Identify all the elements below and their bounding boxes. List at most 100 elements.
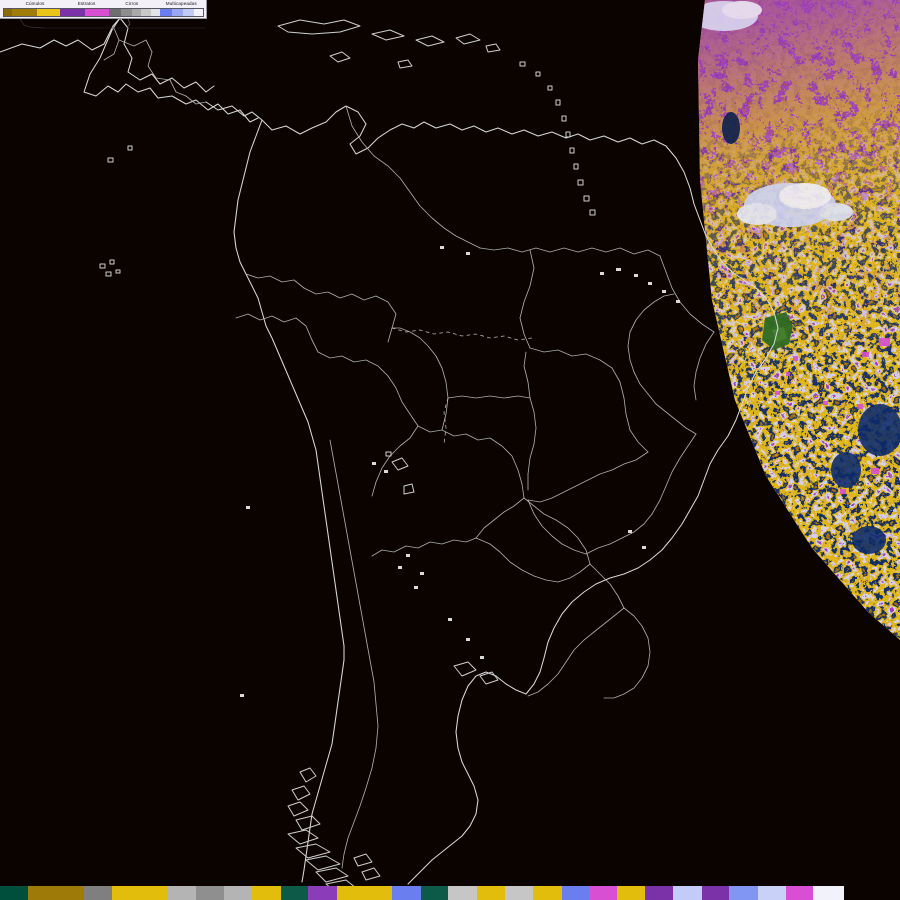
coastline-colombia-venezuela <box>262 106 666 154</box>
swath-bright-cluster-north <box>698 1 762 31</box>
legend-label-1: Estratos <box>77 1 96 6</box>
legend-swatch-estratos-violet <box>59 9 85 16</box>
falkland-islands <box>453 661 499 685</box>
legend-swatch-cumulos-yellow <box>37 9 60 16</box>
border-peru-brazil <box>318 352 418 426</box>
border-argentina-uruguay <box>528 608 624 696</box>
ribbon-cell-yellow-1 <box>111 886 141 900</box>
ribbon-cell-blue-2 <box>561 886 589 900</box>
ribbon-cell-ltgray-2 <box>224 886 252 900</box>
ribbon-cell-teal-2 <box>280 886 308 900</box>
legend-label-row: Cúmulos Estratos Cirros Multicapeadas <box>0 0 206 8</box>
legend-swatch-multi-light-blue <box>171 9 184 16</box>
border-brazil-state-9 <box>694 332 714 400</box>
border-brazil-state-6 <box>586 514 652 554</box>
legend-swatch-cumulos-gold <box>11 9 38 16</box>
border-uruguay-brazil <box>604 608 650 698</box>
ribbon-cell-blue-1 <box>392 886 422 900</box>
legend-swatch-cirros-gray <box>120 9 132 16</box>
legend-color-ramp <box>3 8 204 17</box>
ribbon-cell-yellow-7 <box>532 886 562 900</box>
border-brazil-state-11 <box>448 396 530 398</box>
ribbon-cell-yellow-2 <box>140 886 168 900</box>
coastline-panama <box>206 102 262 120</box>
legend-swatch-estratos-magenta <box>84 9 110 16</box>
ribbon-cell-yellow-5 <box>364 886 393 900</box>
legend-swatch-cirros-near-white <box>150 9 161 16</box>
border-guyana-brazil <box>660 256 714 332</box>
ribbon-cell-blue-3 <box>728 886 758 900</box>
ribbon-cell-yellow-6 <box>476 886 505 900</box>
border-mexico-guatemala <box>104 26 119 60</box>
border-ecuador-peru <box>236 314 318 352</box>
border-brazil-state-5 <box>528 500 586 554</box>
coastline-guianas <box>666 146 766 298</box>
border-brazil-state-1 <box>520 250 534 348</box>
border-brazil-state-3 <box>612 368 648 452</box>
legend-swatch-cirros-pale-gray <box>141 9 151 16</box>
coastline-uruguay-argentina <box>408 672 526 884</box>
border-guatemala-honduras <box>119 40 152 52</box>
ribbon-cell-magenta-1 <box>588 886 618 900</box>
border-nicaragua-costarica <box>170 80 186 96</box>
legend-label-2: Cirros <box>125 1 139 6</box>
border-argentina-brazil <box>590 564 624 608</box>
border-brazil-state-4 <box>528 452 648 502</box>
ribbon-cell-ltgray-3 <box>448 886 477 900</box>
ribbon-cell-magenta-2 <box>785 886 814 900</box>
andean-lakes <box>385 451 415 495</box>
ribbon-cell-violet-2 <box>645 886 674 900</box>
border-colombia-venezuela <box>346 106 480 248</box>
legend-swatch-cirros-dark-gray <box>109 9 121 16</box>
border-chile-argentina <box>330 440 378 868</box>
border-brazil-amazon-dashed <box>391 327 533 445</box>
border-brazil-state-7 <box>652 434 696 514</box>
swath-magenta-flecks <box>775 338 890 494</box>
swath-navy-gaps <box>722 112 900 554</box>
ribbon-cell-gold-1 <box>27 886 57 900</box>
border-costarica-panama <box>186 96 206 104</box>
border-brazil-state-12 <box>524 352 530 398</box>
coastline-mexico <box>0 18 214 92</box>
coastal-highlight-pixels <box>240 246 680 697</box>
ribbon-cell-yellow-4 <box>336 886 365 900</box>
border-bolivia-paraguay <box>476 498 524 538</box>
border-colombia-peru-brazil <box>304 288 396 342</box>
legend-leader-lines <box>19 19 206 29</box>
legend-swatch-multi-lavender <box>183 9 194 16</box>
border-bolivia-brazil <box>418 426 524 498</box>
galapagos-islands <box>99 259 121 277</box>
ribbon-cell-yellow-3 <box>251 886 281 900</box>
caribbean-islands <box>107 19 596 216</box>
swath-bright-cluster <box>737 183 853 227</box>
ribbon-cell-gray-2 <box>196 886 225 900</box>
ribbon-cell-lavender-1 <box>673 886 702 900</box>
legend-swatch-cirros-light-gray <box>131 9 142 16</box>
coastline-ne-brazil <box>526 298 778 694</box>
ribbon-cell-white-1 <box>813 886 845 900</box>
legend-label-3: Multicapeadas <box>165 1 197 6</box>
legend-swatch-cumulos-dark-gold <box>4 9 12 16</box>
border-brazil-state-8 <box>628 294 696 434</box>
border-bolivia-argentina <box>372 538 476 556</box>
ribbon-cell-violet-3 <box>701 886 729 900</box>
border-colombia-ecuador <box>246 274 304 288</box>
ribbon-cell-violet-1 <box>307 886 337 900</box>
ribbon-cell-ltgray-4 <box>504 886 533 900</box>
ribbon-cell-yellow-8 <box>617 886 646 900</box>
legend-swatch-multi-blue <box>160 9 172 16</box>
ribbon-cell-gold-2 <box>56 886 84 900</box>
legend-label-0: Cúmulos <box>25 1 45 6</box>
ribbon-cell-gray-1 <box>83 886 112 900</box>
cloud-class-legend: Cúmulos Estratos Cirros Multicapeadas <box>0 0 207 19</box>
coastline-central-america <box>84 18 258 122</box>
status-color-ribbon <box>0 886 900 900</box>
ribbon-cell-ltgray-1 <box>167 886 197 900</box>
ribbon-cell-teal-1 <box>0 886 28 900</box>
ribbon-cell-lavender-2 <box>757 886 786 900</box>
